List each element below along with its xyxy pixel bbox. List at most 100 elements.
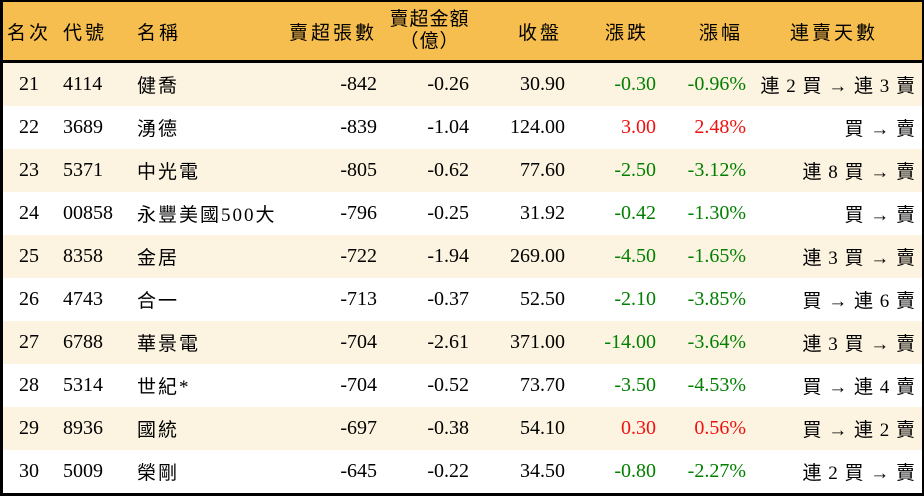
table-body: 21 4114 健喬 -842 -0.26 30.90 -0.30 -0.96%…: [3, 63, 922, 493]
cell-close: 31.92: [520, 202, 565, 224]
cell-streak: 買 → 賣: [844, 205, 916, 226]
cell-rank: 24: [19, 202, 39, 224]
table-row: 26 4743 合一 -713 -0.37 52.50 -2.10 -3.85%…: [3, 278, 922, 321]
cell-sell-amount: -1.04: [427, 116, 469, 138]
cell-code: 6788: [63, 331, 103, 353]
cell-change-pct: -1.30%: [687, 202, 746, 224]
cell-sell-volume: -645: [340, 460, 377, 482]
cell-rank: 22: [19, 116, 39, 138]
header-change-pct: 漲幅: [698, 22, 743, 44]
cell-change-pct: -1.65%: [687, 245, 746, 267]
cell-change: 3.00: [621, 116, 656, 138]
cell-sell-volume: -839: [340, 116, 377, 138]
cell-streak: 連 3 買 → 賣: [802, 334, 916, 355]
cell-rank: 21: [19, 73, 39, 95]
cell-code: 00858: [63, 202, 113, 224]
cell-rank: 28: [19, 374, 39, 396]
header-sell-amount: 賣超金額 （億）: [377, 9, 482, 53]
table-row: 29 8936 國統 -697 -0.38 54.10 0.30 0.56% 買…: [3, 407, 922, 450]
cell-name: 合一: [137, 291, 180, 312]
cell-streak: 連 2 買 → 連 3 賣: [760, 76, 916, 97]
cell-change-pct: -2.27%: [687, 460, 746, 482]
cell-code: 8358: [63, 245, 103, 267]
cell-close: 269.00: [510, 245, 565, 267]
table-row: 24 00858 永豐美國500大 -796 -0.25 31.92 -0.42…: [3, 192, 922, 235]
cell-change-pct: -4.53%: [687, 374, 746, 396]
cell-rank: 27: [19, 331, 39, 353]
cell-change: 0.30: [621, 417, 656, 439]
cell-code: 8936: [63, 417, 103, 439]
cell-streak: 買 → 連 2 賣: [802, 420, 916, 441]
cell-change-pct: -3.12%: [687, 159, 746, 181]
cell-close: 34.50: [520, 460, 565, 482]
table-row: 23 5371 中光電 -805 -0.62 77.60 -2.50 -3.12…: [3, 149, 922, 192]
cell-sell-volume: -704: [340, 331, 377, 353]
cell-name: 世紀*: [137, 377, 191, 398]
cell-close: 77.60: [520, 159, 565, 181]
header-sell-amount-line2: （億）: [399, 31, 460, 52]
cell-rank: 29: [19, 417, 39, 439]
table-row: 30 5009 榮剛 -645 -0.22 34.50 -0.80 -2.27%…: [3, 450, 922, 493]
header-sell-amount-line1: 賣超金額: [389, 9, 470, 31]
cell-name: 榮剛: [137, 463, 180, 484]
cell-sell-volume: -805: [340, 159, 377, 181]
header-rank: 名次: [6, 22, 51, 44]
cell-name: 健喬: [137, 76, 180, 97]
cell-close: 73.70: [520, 374, 565, 396]
cell-change-pct: -3.85%: [687, 288, 746, 310]
cell-name: 湧德: [137, 119, 180, 140]
cell-sell-volume: -697: [340, 417, 377, 439]
cell-change: -14.00: [604, 331, 656, 353]
cell-change: -0.42: [614, 202, 656, 224]
cell-code: 5371: [63, 159, 103, 181]
cell-change-pct: 0.56%: [694, 417, 746, 439]
cell-close: 52.50: [520, 288, 565, 310]
cell-name: 國統: [137, 420, 180, 441]
cell-sell-amount: -1.94: [427, 245, 469, 267]
cell-close: 54.10: [520, 417, 565, 439]
table-row: 28 5314 世紀* -704 -0.52 73.70 -3.50 -4.53…: [3, 364, 922, 407]
cell-close: 124.00: [510, 116, 565, 138]
header-close: 收盤: [517, 22, 562, 44]
cell-sell-volume: -842: [340, 73, 377, 95]
cell-rank: 26: [19, 288, 39, 310]
cell-sell-amount: -0.52: [427, 374, 469, 396]
table-row: 25 8358 金居 -722 -1.94 269.00 -4.50 -1.65…: [3, 235, 922, 278]
cell-change-pct: -3.64%: [687, 331, 746, 353]
cell-streak: 買 → 連 6 賣: [802, 291, 916, 312]
cell-change: -2.50: [614, 159, 656, 181]
header-change: 漲跌: [604, 22, 649, 44]
cell-code: 4743: [63, 288, 103, 310]
header-streak: 連賣天數: [789, 22, 878, 44]
cell-sell-volume: -722: [340, 245, 377, 267]
cell-change: -2.10: [614, 288, 656, 310]
cell-sell-amount: -0.26: [427, 73, 469, 95]
cell-code: 4114: [63, 73, 103, 95]
cell-change-pct: -0.96%: [687, 73, 746, 95]
cell-streak: 買 → 賣: [844, 119, 916, 140]
header-code: 代號: [63, 22, 108, 44]
cell-sell-amount: -0.22: [427, 460, 469, 482]
cell-code: 5314: [63, 374, 103, 396]
cell-sell-amount: -0.37: [427, 288, 469, 310]
cell-streak: 買 → 連 4 賣: [802, 377, 916, 398]
cell-code: 3689: [63, 116, 103, 138]
table-row: 27 6788 華景電 -704 -2.61 371.00 -14.00 -3.…: [3, 321, 922, 364]
header-sell-volume: 賣超張數: [288, 22, 377, 44]
cell-code: 5009: [63, 460, 103, 482]
cell-name: 永豐美國500大: [137, 205, 277, 226]
cell-sell-volume: -713: [340, 288, 377, 310]
cell-sell-amount: -0.62: [427, 159, 469, 181]
cell-streak: 連 3 買 → 賣: [802, 248, 916, 269]
cell-change: -4.50: [614, 245, 656, 267]
cell-sell-volume: -704: [340, 374, 377, 396]
cell-rank: 25: [19, 245, 39, 267]
cell-rank: 30: [19, 460, 39, 482]
cell-sell-volume: -796: [340, 202, 377, 224]
header-name: 名稱: [137, 22, 182, 44]
table-row: 22 3689 湧德 -839 -1.04 124.00 3.00 2.48% …: [3, 106, 922, 149]
cell-close: 371.00: [510, 331, 565, 353]
cell-sell-amount: -0.38: [427, 417, 469, 439]
cell-name: 金居: [137, 248, 180, 269]
